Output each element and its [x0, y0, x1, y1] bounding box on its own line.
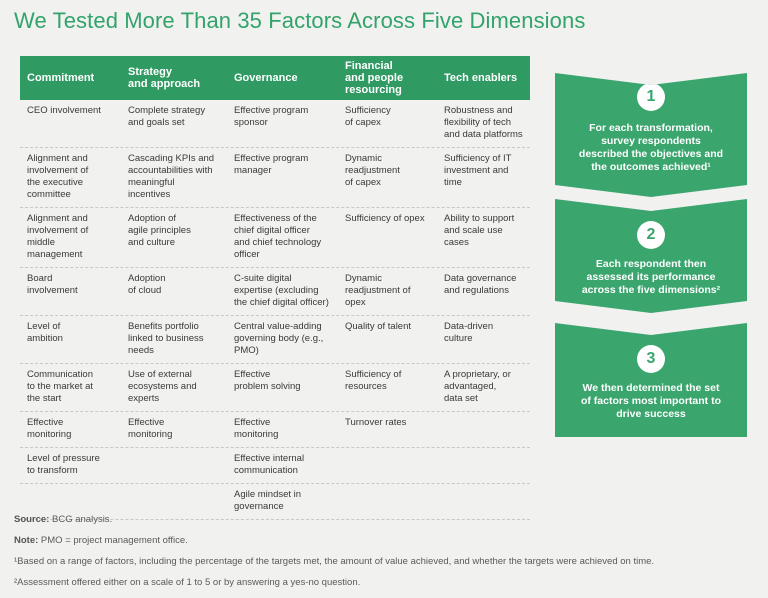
- source-note: Source: BCG analysis.: [14, 514, 654, 535]
- table-cell: Effectiveness of the chief digital offic…: [234, 213, 322, 260]
- table-cell: [437, 412, 530, 447]
- footnote-2: ²Assessment offered either on a scale of…: [14, 577, 361, 588]
- table-cell: Turnover rates: [345, 417, 407, 428]
- table-cell: Effective problem solving: [234, 369, 301, 392]
- factors-table: Commitment Strategy and approach Governa…: [20, 56, 530, 520]
- table-cell: Effective monitoring: [27, 417, 72, 440]
- table-cell: Effective monitoring: [234, 417, 279, 440]
- table-cell: Board involvement: [27, 273, 78, 296]
- table-cell: Effective monitoring: [128, 417, 173, 440]
- table-cell: Dynamic readjustment of opex: [345, 273, 411, 308]
- table-cell: Central value-adding governing body (e.g…: [234, 321, 324, 356]
- table-cell: Alignment and involvement of the executi…: [27, 153, 89, 200]
- table-cell: Sufficiency of opex: [345, 213, 425, 224]
- table-row: Agile mindset in governance: [20, 484, 530, 520]
- step-1: 1 For each transformation, survey respon…: [555, 73, 747, 197]
- header-governance: Governance: [234, 72, 298, 84]
- note-text: PMO = project management office.: [38, 535, 188, 546]
- table-cell: Use of external ecosystems and experts: [128, 369, 197, 404]
- table-cell: Effective program sponsor: [234, 105, 309, 128]
- table-cell: C-suite digital expertise (excluding the…: [234, 273, 329, 308]
- step-3: 3 We then determined the set of factors …: [555, 323, 747, 437]
- table-cell: [338, 448, 437, 483]
- header-financial: Financial and people resourcing: [345, 60, 404, 96]
- footnotes: Source: BCG analysis. Note: PMO = projec…: [14, 514, 654, 598]
- table-cell: Cascading KPIs and accountabilities with…: [128, 153, 215, 200]
- page-title: We Tested More Than 35 Factors Across Fi…: [14, 8, 586, 33]
- table-cell: Adoption of cloud: [128, 273, 166, 296]
- header-strategy: Strategy and approach: [128, 66, 201, 90]
- table-cell: Communication to the market at the start: [27, 369, 94, 404]
- table-cell: A proprietary, or advantaged, data set: [444, 369, 511, 404]
- table-row: Alignment and involvement of the executi…: [20, 148, 530, 208]
- table-row: Communication to the market at the start…: [20, 364, 530, 412]
- table-cell: Dynamic readjustment of capex: [345, 153, 400, 188]
- step-number-badge: 3: [637, 345, 665, 373]
- step-text: For each transformation, survey responde…: [578, 122, 724, 173]
- table-cell: Benefits portfolio linked to business ne…: [128, 321, 204, 356]
- table-row: CEO involvement Complete strategy and goa…: [20, 100, 530, 148]
- table-row: Level of ambition Benefits portfolio link…: [20, 316, 530, 364]
- table-cell: Effective internal communication: [234, 453, 305, 476]
- table-cell: Adoption of agile principles and culture: [128, 213, 191, 248]
- note-label: Note:: [14, 535, 39, 546]
- step-number-badge: 2: [637, 221, 665, 249]
- source-label: Source:: [14, 514, 50, 525]
- table-cell: Complete strategy and goals set: [128, 105, 206, 128]
- step-2: 2 Each respondent then assessed its perf…: [555, 199, 747, 313]
- table-cell: Sufficiency of IT investment and time: [444, 153, 512, 188]
- table-cell: Data governance and regulations: [444, 273, 517, 296]
- table-cell: Level of pressure to transform: [27, 453, 100, 476]
- table-cell: Sufficiency of capex: [345, 105, 391, 128]
- table-cell: Agile mindset in governance: [234, 489, 302, 512]
- table-cell: [121, 448, 227, 483]
- table-row: Board involvement Adoption of cloud C-suit…: [20, 268, 530, 316]
- table-row: Effective monitoring Effective monitoring…: [20, 412, 530, 448]
- table-cell: Robustness and flexibility of tech and d…: [444, 105, 523, 140]
- table-cell: Level of ambition: [27, 321, 63, 344]
- table-cell: CEO involvement: [27, 105, 101, 116]
- footnote-1: ¹Based on a range of factors, including …: [14, 556, 655, 567]
- step-text: Each respondent then assessed its perfor…: [581, 258, 721, 296]
- header-tech: Tech enablers: [444, 72, 518, 84]
- table-row: Alignment and involvement of middle mana…: [20, 208, 530, 268]
- step-number-badge: 1: [637, 83, 665, 111]
- table-cell: Quality of talent: [345, 321, 412, 332]
- table-cell: Alignment and involvement of middle mana…: [27, 213, 89, 260]
- table-cell: Sufficiency of resources: [345, 369, 402, 392]
- table-header: Commitment Strategy and approach Governa…: [20, 56, 530, 100]
- table-cell: [437, 448, 530, 483]
- table-cell: Data-driven culture: [444, 321, 494, 344]
- abbreviation-note: Note: PMO = project management office.: [14, 535, 654, 556]
- table-cell: Effective program manager: [234, 153, 309, 176]
- header-commitment: Commitment: [27, 72, 95, 84]
- table-cell: Ability to support and scale use cases: [444, 213, 515, 248]
- table-body: CEO involvement Complete strategy and goa…: [20, 100, 530, 520]
- source-text: BCG analysis.: [49, 514, 113, 525]
- step-text: We then determined the set of factors mo…: [580, 382, 721, 420]
- table-row: Level of pressure to transform Effective …: [20, 448, 530, 484]
